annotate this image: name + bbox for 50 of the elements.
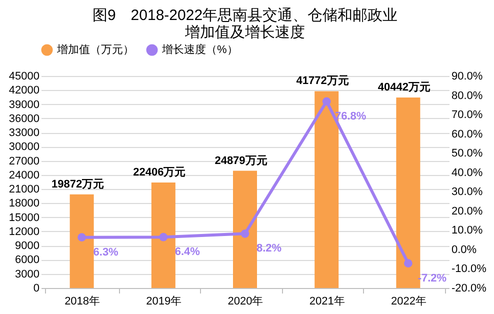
- y-tick-label: 15000: [8, 212, 40, 224]
- y-tick-label: 24000: [8, 169, 40, 182]
- data-label: 19872万元: [52, 178, 104, 190]
- legend-label: 增加值（万元）: [56, 43, 134, 56]
- y2-tick-label: 90.0%: [452, 70, 483, 82]
- y2-tick-label: 10.0%: [452, 224, 483, 237]
- y-tick-label: 12000: [8, 226, 40, 238]
- data-label: 24879万元: [214, 154, 268, 167]
- y2-tick-label: 60.0%: [452, 128, 483, 140]
- point: [404, 259, 412, 268]
- point: [159, 232, 168, 242]
- y-tick-label: 30000: [8, 141, 40, 154]
- x-tick-label: 2020年: [228, 296, 264, 308]
- point: [240, 229, 250, 238]
- y-tick-label: 18000: [8, 198, 40, 210]
- text: 增加值及增长速度: [185, 24, 305, 41]
- x-tick-label: 2022年: [390, 296, 426, 308]
- text: 图9 2018-2022年思南县交通、仓储和邮政业: [92, 7, 398, 24]
- bar: [70, 194, 94, 288]
- x-tick-label: 2019年: [146, 296, 182, 308]
- y2-tick-label: 20.0%: [452, 205, 483, 218]
- x-tick-label: 2018年: [64, 296, 100, 308]
- y-tick-label: 21000: [8, 184, 40, 196]
- y2-tick-label: -20.0%: [452, 282, 487, 294]
- data-label: 40442万元: [378, 81, 430, 94]
- y-tick-label: 27000: [8, 155, 40, 168]
- y-tick-label: 36000: [8, 112, 40, 125]
- y2-tick-label: 30.0%: [452, 186, 483, 198]
- legend-label: 增长速度（%）: [161, 43, 238, 56]
- y-tick-label: 6000: [15, 254, 40, 266]
- y2-tick-label: 70.0%: [452, 109, 483, 122]
- y2-tick-label: 50.0%: [452, 148, 483, 160]
- data-label: 41772万元: [296, 75, 349, 88]
- y-tick-label: 9000: [15, 240, 40, 252]
- y-tick-label: 0: [33, 282, 40, 294]
- y2-tick-label: 80.0%: [452, 90, 483, 102]
- point: [322, 97, 331, 106]
- y2-tick-label: -10.0%: [452, 263, 487, 276]
- point: [78, 233, 86, 242]
- bar: [233, 170, 257, 288]
- bar: [151, 182, 176, 288]
- y-tick-label: 42000: [8, 84, 40, 97]
- y-tick-label: 45000: [8, 70, 40, 82]
- y2-tick-label: 0.0%: [452, 244, 477, 256]
- x-tick-label: 2021年: [309, 296, 345, 308]
- y2-tick-label: 40.0%: [452, 166, 483, 179]
- y-tick-label: 39000: [8, 98, 40, 111]
- data-label: 22406万元: [133, 166, 186, 178]
- y-tick-label: 33000: [8, 127, 40, 140]
- y-tick-label: 3000: [15, 268, 40, 280]
